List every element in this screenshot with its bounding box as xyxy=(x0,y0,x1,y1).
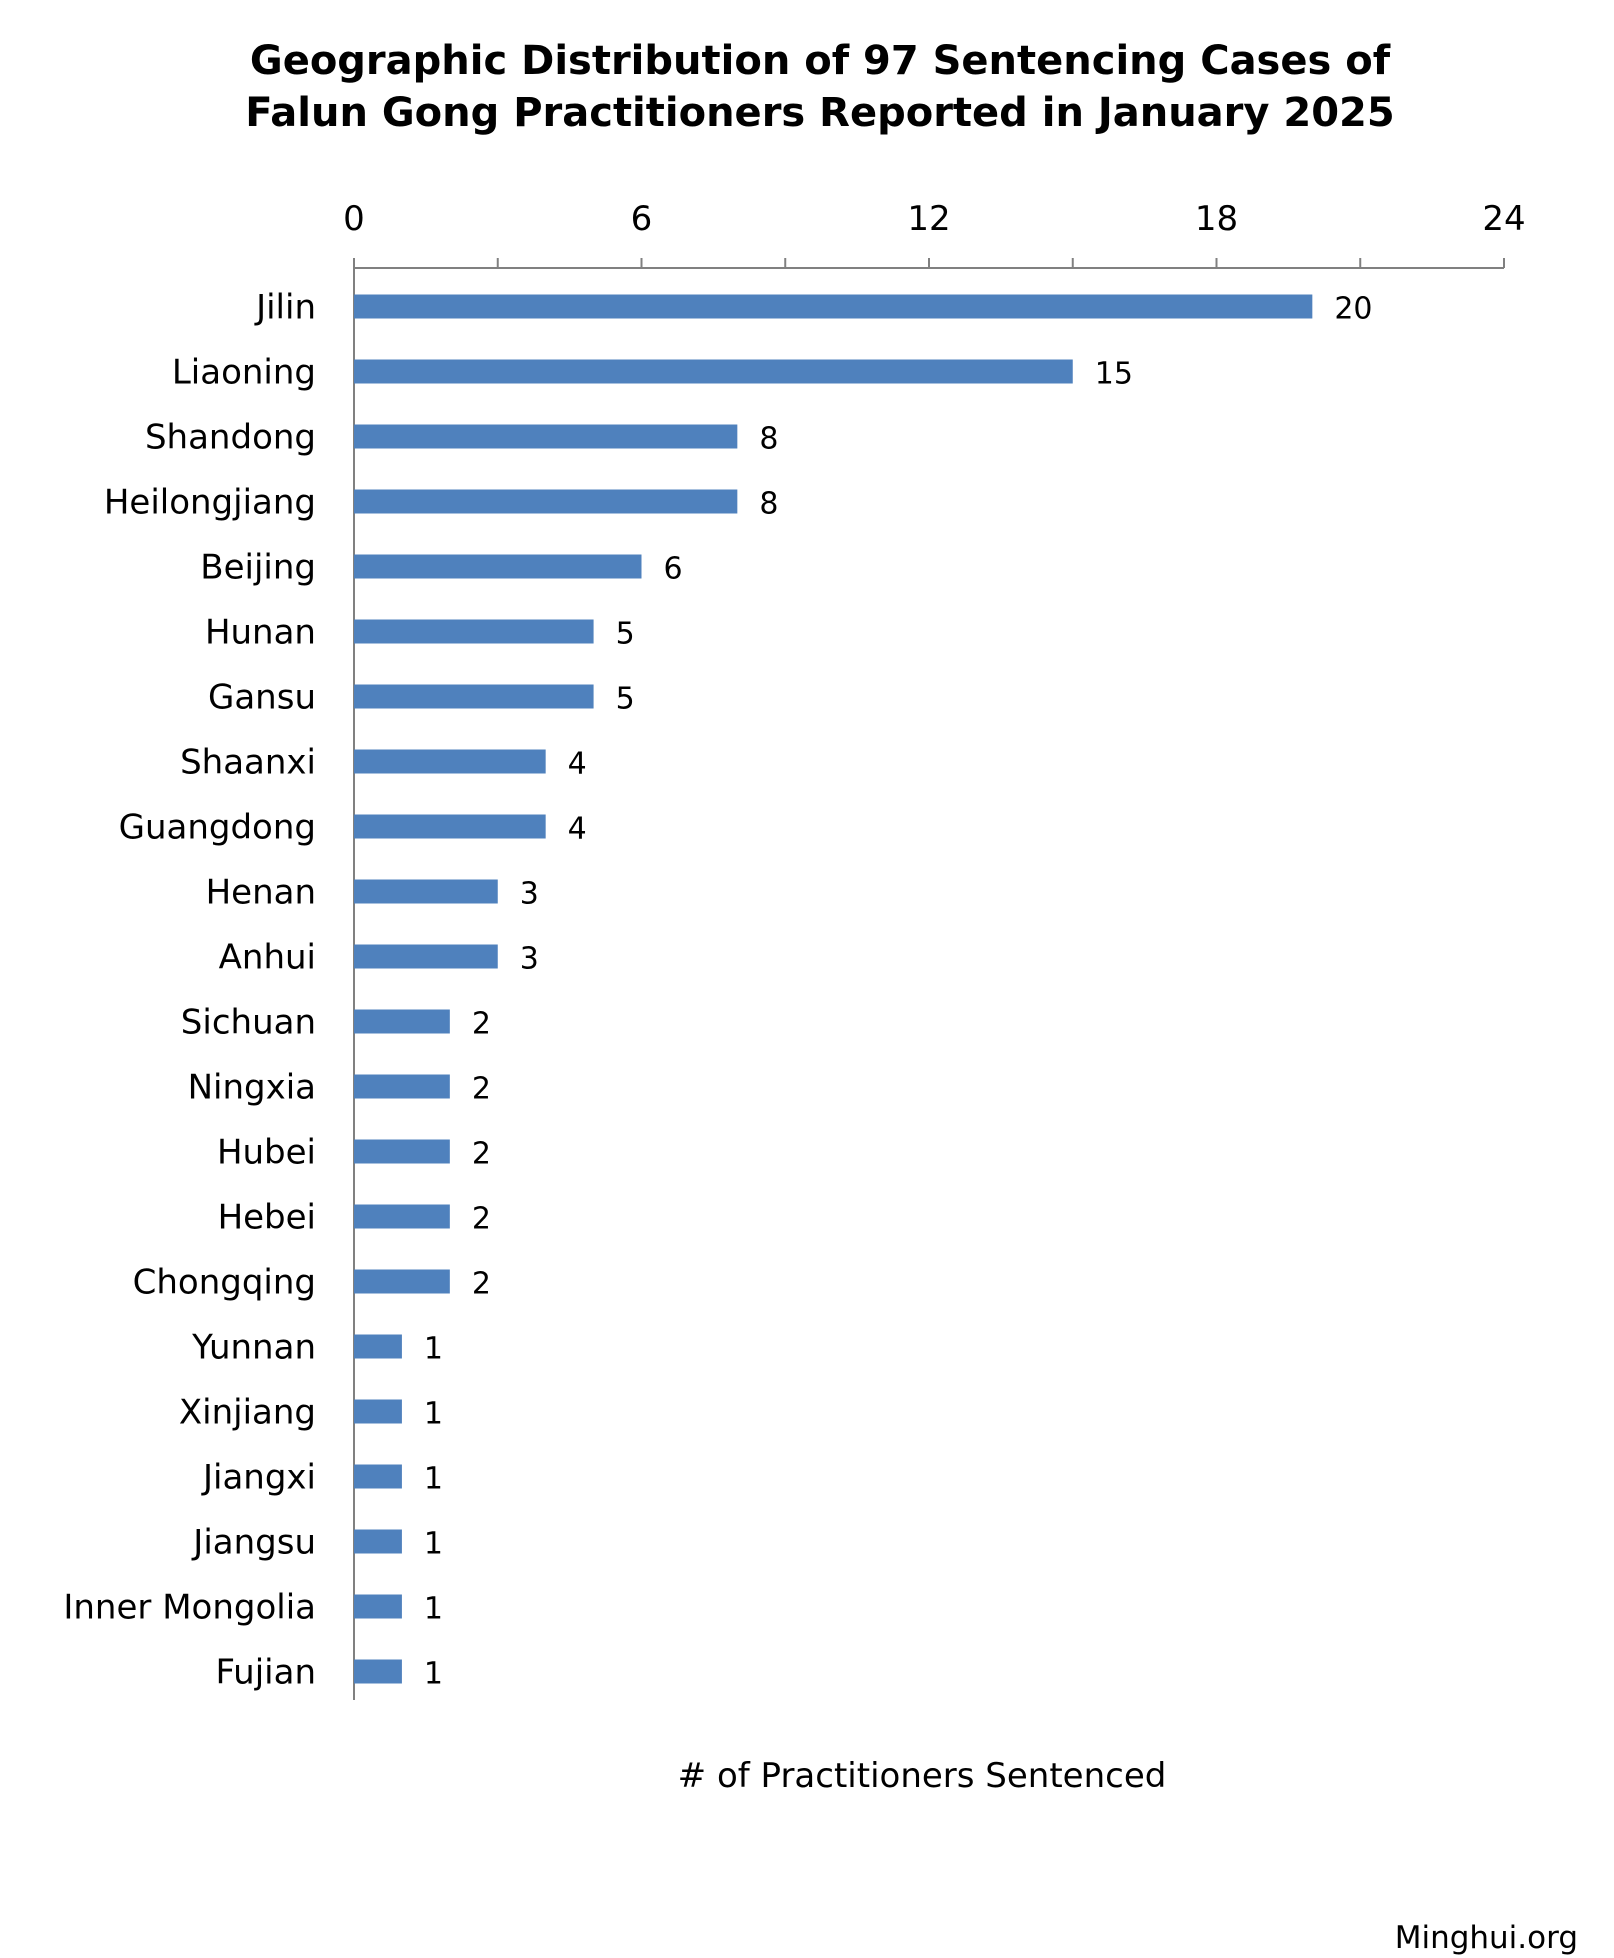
category-label: Sichuan xyxy=(181,1003,316,1043)
chart-title-line-1: Geographic Distribution of 97 Sentencing… xyxy=(250,38,1391,84)
bar xyxy=(354,424,738,449)
category-label: Xinjiang xyxy=(179,1393,316,1433)
category-label: Jilin xyxy=(254,288,316,328)
data-label: 6 xyxy=(664,552,683,587)
data-label: 1 xyxy=(424,1592,443,1627)
data-label: 5 xyxy=(616,617,635,652)
data-label: 1 xyxy=(424,1332,443,1367)
data-label: 20 xyxy=(1334,292,1372,327)
data-label: 3 xyxy=(520,942,539,977)
bar xyxy=(354,879,498,904)
data-label: 1 xyxy=(424,1527,443,1562)
data-label: 2 xyxy=(472,1072,491,1107)
x-tick-label: 0 xyxy=(343,199,365,239)
data-label: 8 xyxy=(759,422,778,457)
category-label: Hebei xyxy=(218,1198,316,1238)
bar xyxy=(354,1074,450,1099)
x-tick-label: 18 xyxy=(1195,199,1238,239)
bar xyxy=(354,1204,450,1229)
category-label: Liaoning xyxy=(172,353,316,393)
data-label: 1 xyxy=(424,1397,443,1432)
bar xyxy=(354,1464,402,1489)
category-label: Hunan xyxy=(205,613,316,653)
category-label: Heilongjiang xyxy=(104,483,316,523)
category-label: Henan xyxy=(206,873,316,913)
category-label: Jiangsu xyxy=(191,1523,316,1563)
bar xyxy=(354,1594,402,1619)
bar xyxy=(354,814,546,839)
bar xyxy=(354,294,1313,319)
data-label: 4 xyxy=(568,812,587,847)
x-tick-label: 6 xyxy=(631,199,653,239)
category-label: Beijing xyxy=(200,548,316,588)
category-label: Fujian xyxy=(215,1653,316,1693)
bar xyxy=(354,1139,450,1164)
bar xyxy=(354,944,498,969)
data-label: 15 xyxy=(1095,357,1133,392)
bar xyxy=(354,1399,402,1424)
data-label: 3 xyxy=(520,877,539,912)
data-label: 8 xyxy=(759,487,778,522)
data-label: 1 xyxy=(424,1657,443,1692)
data-label: 2 xyxy=(472,1267,491,1302)
bar xyxy=(354,1334,402,1359)
category-label: Inner Mongolia xyxy=(63,1588,316,1628)
data-label: 2 xyxy=(472,1202,491,1237)
x-tick-label: 12 xyxy=(907,199,950,239)
category-label: Gansu xyxy=(208,678,316,718)
category-label: Jiangxi xyxy=(201,1458,316,1498)
bar xyxy=(354,684,594,709)
bar xyxy=(354,619,594,644)
bar xyxy=(354,359,1073,384)
bar xyxy=(354,1529,402,1554)
watermark-text: Minghui.org xyxy=(1395,1920,1578,1956)
category-label: Chongqing xyxy=(133,1263,316,1303)
data-label: 5 xyxy=(616,682,635,717)
chart-title-line-2: Falun Gong Practitioners Reported in Jan… xyxy=(245,90,1394,136)
bar xyxy=(354,749,546,774)
category-label: Shaanxi xyxy=(180,743,316,783)
category-label: Yunnan xyxy=(191,1328,316,1368)
x-axis-title: # of Practitioners Sentenced xyxy=(678,1756,1167,1796)
data-label: 2 xyxy=(472,1007,491,1042)
category-label: Ningxia xyxy=(188,1068,316,1108)
data-label: 2 xyxy=(472,1137,491,1172)
x-tick-label: 24 xyxy=(1482,199,1525,239)
bar xyxy=(354,489,738,514)
bar xyxy=(354,1269,450,1294)
data-label: 4 xyxy=(568,747,587,782)
bar xyxy=(354,1659,402,1684)
bar xyxy=(354,1009,450,1034)
category-label: Guangdong xyxy=(119,808,316,848)
data-label: 1 xyxy=(424,1462,443,1497)
bar xyxy=(354,554,642,579)
category-label: Anhui xyxy=(219,938,316,978)
category-label: Shandong xyxy=(145,418,316,458)
category-label: Hubei xyxy=(217,1133,316,1173)
